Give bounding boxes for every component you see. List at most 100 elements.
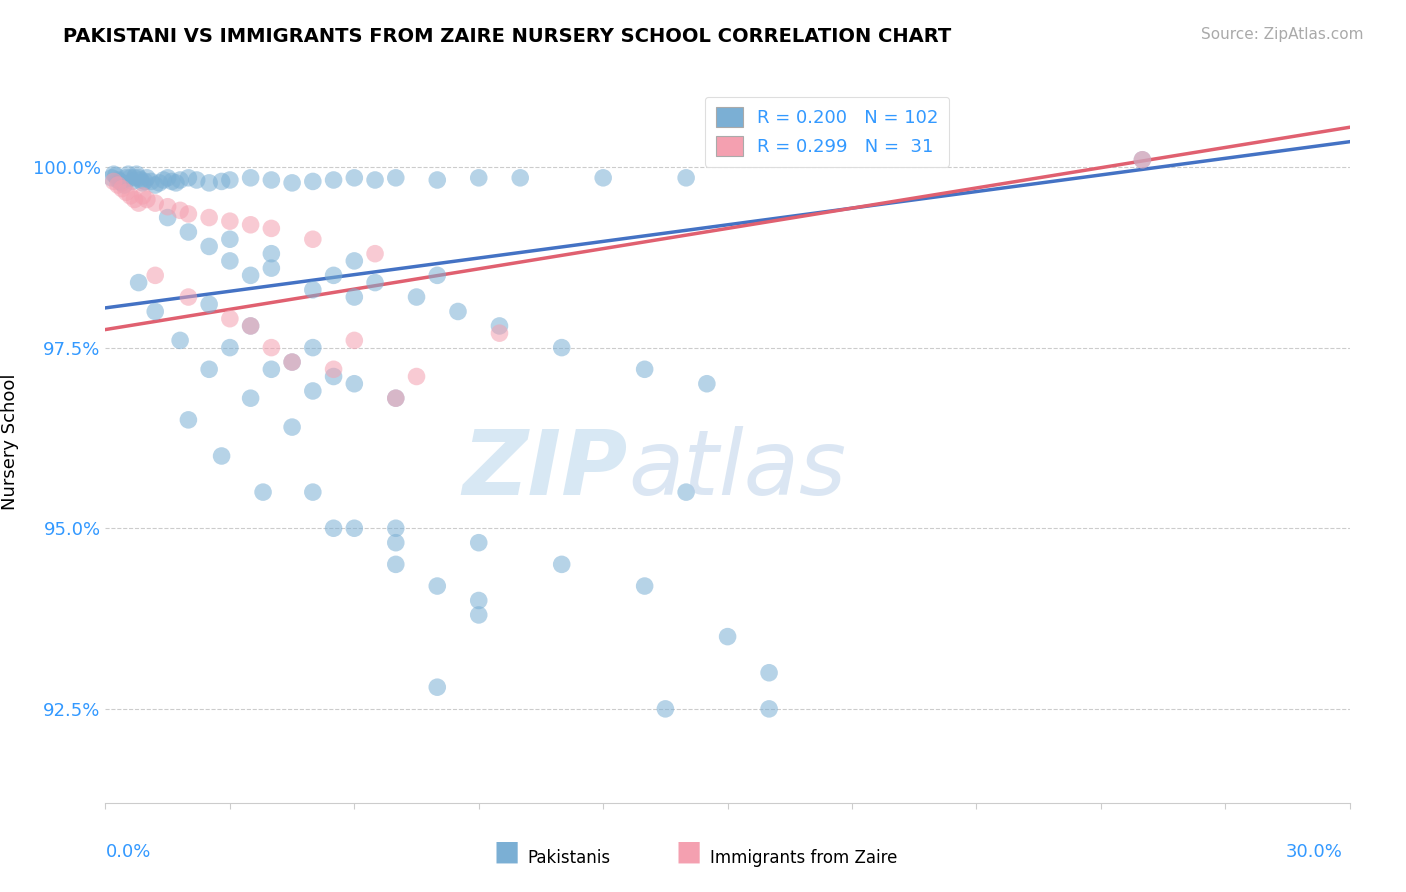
Point [426, 268, 449, 283]
Point [364, 173, 387, 187]
Point [165, 176, 187, 190]
Point [132, 176, 155, 190]
Point [218, 173, 242, 187]
Text: ■: ■ [494, 838, 519, 865]
Point [143, 196, 166, 211]
Point [103, 167, 125, 181]
Point [260, 341, 283, 355]
Point [322, 268, 344, 283]
Point [177, 290, 200, 304]
Point [551, 341, 574, 355]
Point [239, 318, 262, 333]
Point [177, 207, 200, 221]
Point [239, 268, 262, 283]
Point [120, 170, 142, 185]
Point [100, 170, 122, 185]
Point [758, 702, 780, 716]
Point [675, 170, 697, 185]
Point [1130, 153, 1153, 167]
Point [134, 174, 156, 188]
Point [160, 174, 183, 188]
Point [447, 304, 470, 318]
Point [198, 211, 221, 225]
Point [177, 225, 200, 239]
Point [281, 355, 304, 369]
Point [467, 593, 489, 607]
Point [696, 376, 718, 391]
Point [260, 173, 283, 187]
Point [156, 211, 179, 225]
Point [343, 521, 366, 535]
Point [301, 232, 323, 246]
Text: atlas: atlas [628, 426, 846, 515]
Point [198, 239, 221, 253]
Point [633, 579, 655, 593]
Point [198, 297, 221, 311]
Point [107, 173, 129, 187]
Point [198, 176, 221, 190]
Point [108, 174, 131, 188]
Text: Immigrants from Zaire: Immigrants from Zaire [710, 849, 897, 867]
Text: 0.0%: 0.0% [105, 843, 150, 861]
Point [177, 413, 200, 427]
Text: ■: ■ [676, 838, 702, 865]
Point [211, 449, 233, 463]
Point [343, 170, 366, 185]
Point [633, 362, 655, 376]
Point [120, 189, 142, 203]
Point [218, 214, 242, 228]
Point [260, 246, 283, 260]
Point [301, 485, 323, 500]
Point [301, 283, 323, 297]
Point [135, 170, 157, 185]
Point [124, 193, 146, 207]
Text: PAKISTANI VS IMMIGRANTS FROM ZAIRE NURSERY SCHOOL CORRELATION CHART: PAKISTANI VS IMMIGRANTS FROM ZAIRE NURSE… [63, 27, 952, 45]
Point [301, 174, 323, 188]
Point [385, 535, 408, 549]
Point [156, 170, 179, 185]
Point [148, 176, 170, 190]
Point [281, 176, 304, 190]
Point [252, 485, 274, 500]
Point [281, 355, 304, 369]
Point [124, 170, 146, 185]
Point [405, 369, 427, 384]
Point [169, 334, 191, 348]
Point [509, 170, 531, 185]
Point [152, 173, 174, 187]
Point [426, 173, 449, 187]
Point [239, 391, 262, 405]
Point [592, 170, 614, 185]
Point [675, 485, 697, 500]
Point [405, 290, 427, 304]
Point [117, 167, 139, 181]
Point [211, 174, 233, 188]
Point [218, 232, 242, 246]
Point [322, 521, 344, 535]
Point [104, 169, 127, 183]
Point [301, 384, 323, 398]
Point [198, 362, 221, 376]
Point [128, 170, 150, 185]
Point [467, 535, 489, 549]
Point [239, 218, 262, 232]
Point [111, 182, 134, 196]
Point [121, 174, 143, 188]
Point [385, 558, 408, 572]
Point [239, 170, 262, 185]
Point [115, 186, 138, 200]
Point [301, 341, 323, 355]
Point [654, 702, 676, 716]
Point [218, 341, 242, 355]
Text: ZIP: ZIP [463, 426, 628, 515]
Legend: R = 0.200   N = 102, R = 0.299   N =  31: R = 0.200 N = 102, R = 0.299 N = 31 [704, 96, 949, 167]
Point [343, 376, 366, 391]
Point [103, 174, 125, 188]
Point [128, 196, 150, 211]
Point [343, 334, 366, 348]
Point [467, 607, 489, 622]
Text: Source: ZipAtlas.com: Source: ZipAtlas.com [1201, 27, 1364, 42]
Point [322, 173, 344, 187]
Point [322, 362, 344, 376]
Point [1130, 153, 1153, 167]
